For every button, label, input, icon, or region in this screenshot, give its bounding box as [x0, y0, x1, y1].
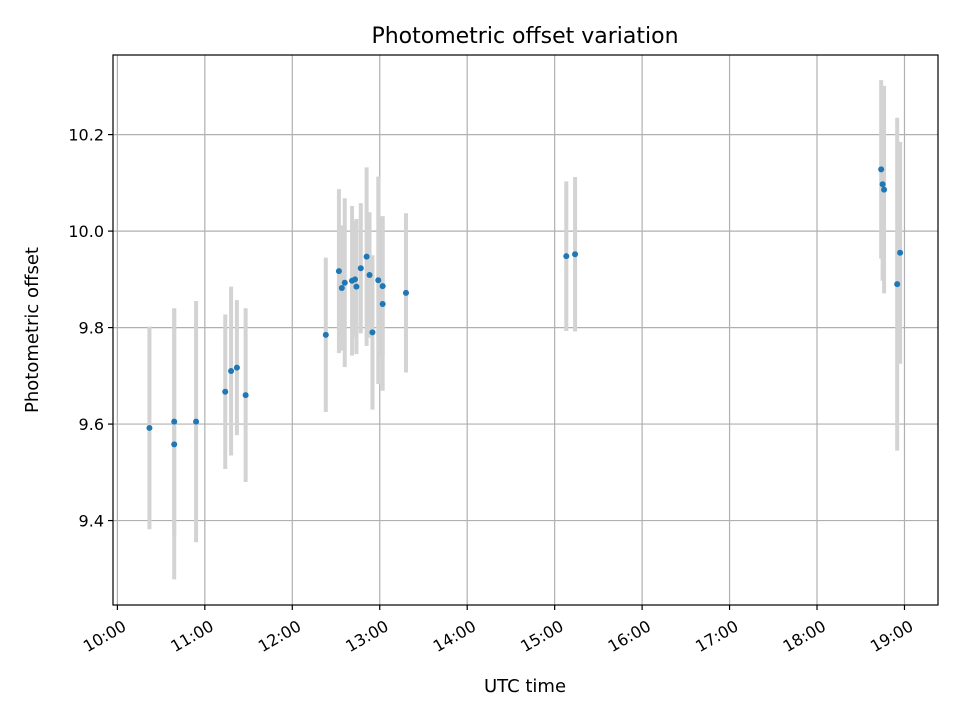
y-axis-label: Photometric offset [22, 247, 43, 413]
x-tick-label: 17:00 [692, 616, 741, 656]
data-point [363, 253, 370, 260]
data-point [878, 166, 885, 173]
chart-title: Photometric offset variation [371, 24, 678, 49]
x-tick-label: 10:00 [80, 616, 129, 656]
data-point [171, 418, 178, 425]
data-points [146, 166, 904, 448]
data-point [193, 418, 200, 425]
data-point [369, 329, 376, 336]
data-point [338, 285, 345, 292]
data-point [171, 441, 178, 448]
x-ticks: 10:00 11:00 12:00 13:00 14:00 15:00 16:00 17:00… [80, 605, 916, 656]
y-tick-label: 9.4 [79, 512, 104, 531]
plot-frame [112, 54, 939, 606]
x-tick-label: 18:00 [780, 616, 829, 656]
x-axis-label: UTC time [484, 676, 566, 697]
data-point [322, 331, 329, 338]
data-point [335, 268, 342, 275]
data-point [379, 300, 386, 307]
y-tick-label: 9.8 [79, 319, 104, 338]
y-tick-label: 10.0 [68, 222, 104, 241]
data-point [375, 277, 382, 284]
y-tick-label: 9.6 [79, 415, 104, 434]
data-point [402, 289, 409, 296]
data-point [366, 272, 373, 278]
data-point [242, 392, 249, 399]
y-ticks: 9.4 9.6 9.8 10.0 10.2 [68, 126, 113, 531]
data-point [146, 424, 153, 431]
x-tick-label: 13:00 [342, 616, 391, 656]
data-point [351, 276, 358, 283]
grid [113, 55, 938, 605]
data-point [353, 283, 360, 290]
x-tick-label: 14:00 [430, 616, 479, 656]
data-point [894, 281, 901, 288]
data-point [341, 279, 348, 286]
error-bars [147, 80, 903, 580]
x-tick-label: 16:00 [605, 616, 654, 656]
data-point [563, 253, 570, 260]
x-tick-label: 12:00 [255, 616, 304, 656]
x-tick-label: 19:00 [867, 616, 916, 656]
data-point [228, 368, 235, 375]
x-tick-label: 15:00 [517, 616, 566, 656]
x-tick-label: 11:00 [167, 616, 216, 656]
data-point [357, 265, 364, 272]
data-point [233, 364, 240, 371]
data-point [379, 283, 386, 290]
data-point [572, 251, 579, 258]
data-point [879, 181, 886, 188]
data-point [222, 388, 229, 395]
data-point [881, 186, 888, 193]
y-tick-label: 10.2 [68, 126, 104, 145]
data-point [897, 249, 904, 256]
